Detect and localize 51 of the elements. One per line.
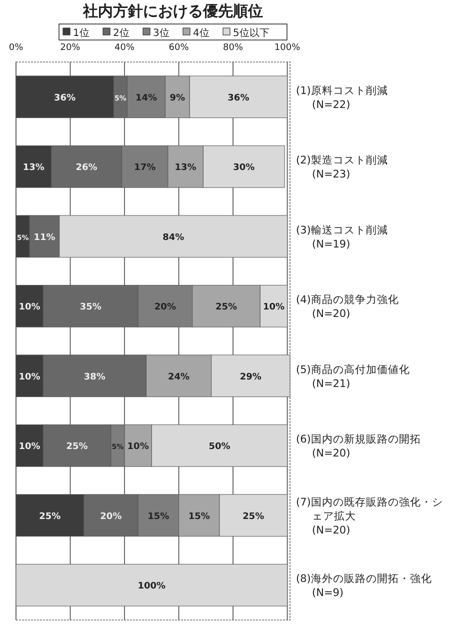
legend-label: 5位以下 [233,27,270,39]
y-tick-label: (8)海外の販路の開拓・強化 (N=9) [296,573,432,600]
y-tick-label: (2)製造コスト削減 (N=23) [296,154,388,181]
y-tick-label: (7)国内の既存販路の強化・シェア拡大 (N=20) [296,495,443,536]
data-label: 13% [22,163,44,174]
data-label: 25% [242,512,264,522]
data-label: 26% [76,163,98,174]
data-label: 100% [138,582,166,592]
data-label: 10% [18,442,40,452]
x-tick-label: 100% [274,43,301,53]
data-label: 20% [154,302,176,313]
data-label: 10% [262,302,284,313]
y-tick-label: (6)国内の新規販路の開拓 (N=20) [296,432,421,460]
data-label: 20% [100,512,122,522]
legend-label: 3位 [153,27,170,39]
x-tick-label: 0% [8,43,24,53]
legend-label: 2位 [113,27,130,39]
data-label: 25% [66,442,88,452]
x-tick-label: 40% [114,43,135,53]
y-tick-label: (4)商品の競争力強化 (N=20) [296,293,399,320]
data-label: 38% [84,372,106,382]
data-label: 25% [215,302,238,313]
x-tick-label: 60% [168,43,190,53]
data-label: 10% [127,442,149,452]
data-label: 35% [80,302,102,313]
y-tick-label: (1)原料コスト削減 (N=22) [296,84,388,111]
data-label: 29% [240,372,262,382]
bar [16,564,288,606]
data-label: 9% [170,93,186,104]
chart-title: 社内方針における優先順位 [82,2,263,20]
y-tick-label: (3)輸送コスト削減 (N=19) [296,223,388,250]
data-label: 30% [233,163,255,174]
data-label: 25% [39,512,61,522]
data-label: 11% [34,232,56,243]
data-label: 36% [54,93,76,104]
data-label: 10% [18,372,40,382]
x-tick-label: 20% [60,43,81,53]
data-label: 15% [188,512,210,522]
data-label: 15% [148,512,170,522]
legend-label: 4位 [193,27,210,39]
data-label: 17% [134,163,156,174]
x-tick-label: 80% [223,43,244,53]
y-tick-label: (5)商品の高付加価値化 (N=21) [296,362,410,390]
data-label: 84% [162,232,184,243]
data-label: 50% [208,442,230,452]
data-label: 13% [174,163,196,174]
data-label: 10% [18,302,40,313]
data-label: 14% [135,93,157,104]
data-label: 24% [168,372,190,382]
data-label: 36% [228,93,250,104]
legend-label: 1位 [73,27,90,39]
